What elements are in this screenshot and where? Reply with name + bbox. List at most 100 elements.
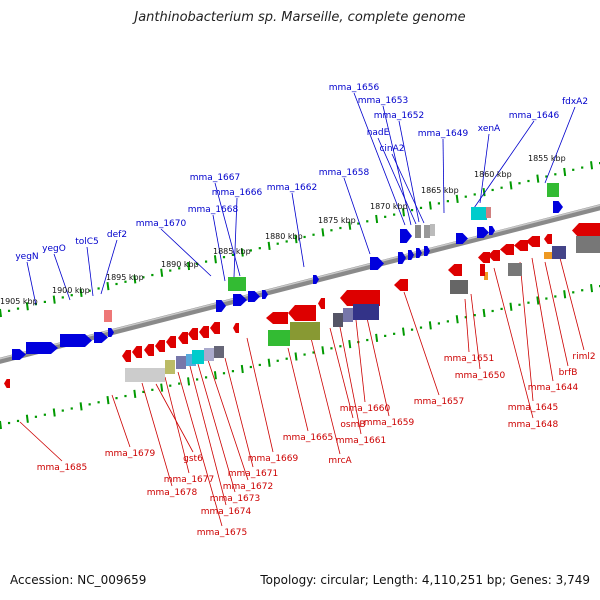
gene-block — [268, 330, 290, 346]
forward-gene-arrow — [248, 291, 260, 302]
bottom-scale-dot — [142, 390, 145, 394]
leader-line — [377, 137, 417, 225]
top-scale-dot — [43, 300, 46, 304]
bottom-scale-tick — [267, 358, 271, 367]
forward-gene-arrow — [26, 342, 58, 354]
gene-label: mma_1677 — [164, 475, 214, 485]
bottom-scale-dot — [500, 307, 503, 311]
top-scale-tick — [375, 214, 379, 224]
forward-gene-arrow — [216, 300, 226, 312]
leader-line — [470, 293, 481, 370]
forward-gene-arrow — [370, 257, 384, 270]
forward-gene-arrow — [108, 328, 114, 337]
bottom-scale-tick — [428, 321, 432, 330]
gene-block — [333, 313, 343, 327]
top-scale-dot — [357, 222, 360, 225]
bottom-scale-dot — [393, 332, 396, 335]
bottom-scale-tick — [213, 371, 217, 380]
leader-line — [353, 92, 406, 226]
top-scale-dot — [339, 226, 342, 230]
leader-line — [473, 120, 535, 209]
top-scale-dot — [151, 273, 154, 277]
bottom-scale-tick — [0, 420, 2, 430]
bottom-scale-dot — [437, 322, 441, 325]
top-scale-dot — [16, 307, 20, 310]
scale-label: 1880 kbp — [265, 232, 303, 241]
bottom-scale-dot — [518, 303, 521, 306]
gene-label: mma_1673 — [210, 494, 260, 504]
gene-label: mma_1668 — [188, 205, 239, 215]
gene-label: mma_1678 — [147, 488, 198, 498]
scale-label: 1895 kbp — [106, 273, 144, 282]
gene-block — [343, 308, 353, 322]
gene-label: mma_1672 — [223, 482, 273, 492]
bottom-scale-dot — [97, 401, 100, 404]
bottom-scale-dot — [339, 345, 342, 348]
gene-label: fdxA2 — [562, 97, 588, 107]
gene-label: mma_1671 — [228, 469, 278, 479]
top-scale-tick — [321, 228, 325, 237]
bottom-scale-dot — [7, 421, 11, 425]
leader-line — [155, 383, 194, 453]
reverse-gene-arrow — [132, 346, 142, 358]
top-scale-dot — [97, 287, 100, 290]
forward-gene-arrow — [94, 332, 108, 343]
leader-line — [224, 357, 254, 468]
forward-gene-arrow — [424, 246, 430, 256]
leader-line — [343, 177, 371, 255]
top-scale-tick — [294, 234, 298, 244]
leader-line — [233, 197, 238, 278]
gene-label: mma_1679 — [105, 449, 156, 459]
top-scale-tick — [401, 208, 405, 217]
bottom-scale-dot — [151, 388, 154, 391]
gene-block — [480, 264, 485, 276]
bottom-scale-dot — [115, 397, 118, 400]
bottom-scale-tick — [348, 339, 352, 349]
scale-label: 1860 kbp — [474, 170, 512, 179]
top-scale-tick — [267, 241, 271, 250]
gene-block — [430, 224, 435, 236]
reverse-gene-arrow — [178, 332, 188, 344]
reverse-gene-arrow — [488, 250, 500, 261]
gene-label: mma_1653 — [358, 96, 408, 106]
leader-line — [164, 376, 190, 474]
bottom-scale-tick — [375, 333, 379, 342]
top-scale-dot — [61, 296, 64, 299]
leader-line — [141, 382, 173, 487]
top-scale-tick — [25, 302, 29, 311]
top-scale-dot — [366, 220, 369, 223]
reverse-gene-arrow — [478, 252, 490, 263]
gene-block — [544, 252, 552, 259]
leader-line — [403, 291, 440, 396]
top-scale-dot — [437, 202, 441, 205]
genome-map: mma_1656 mma_1653 mma_1652 nadE cinA2 mma_164… — [0, 83, 600, 538]
leader-line — [246, 337, 274, 453]
top-scale-dot — [285, 240, 288, 243]
bottom-scale-dot — [491, 309, 494, 313]
gene-block — [415, 225, 421, 238]
bottom-scale-dot — [410, 328, 414, 331]
bottom-scale-dot — [545, 297, 548, 300]
top-scale-dot — [169, 269, 172, 272]
leader-line — [160, 228, 212, 277]
reverse-gene-arrow — [188, 328, 198, 340]
leader-line — [111, 394, 131, 448]
gene-block — [290, 322, 320, 340]
gene-label: mma_1658 — [319, 168, 370, 178]
forward-gene-arrow — [12, 349, 26, 360]
reverse-gene-arrow — [448, 264, 462, 276]
bottom-scale-dot — [204, 376, 208, 379]
bottom-scale-dot — [88, 403, 91, 406]
scale-label: 1875 kbp — [318, 216, 356, 225]
gene-block — [353, 304, 379, 320]
leader-line — [493, 267, 534, 419]
leader-line — [212, 214, 226, 282]
gene-label: def2 — [107, 230, 127, 240]
leader-line — [86, 246, 94, 297]
forward-gene-arrow — [262, 290, 268, 299]
scale-labels: 1855 kbp 1860 kbp 1865 kbp 1870 kbp 1875 kbp… — [0, 154, 566, 306]
leader-line — [19, 421, 63, 462]
top-scale-dotted-line — [0, 161, 600, 318]
top-scale-dot — [303, 235, 306, 239]
gene-label: mma_1660 — [340, 404, 391, 414]
